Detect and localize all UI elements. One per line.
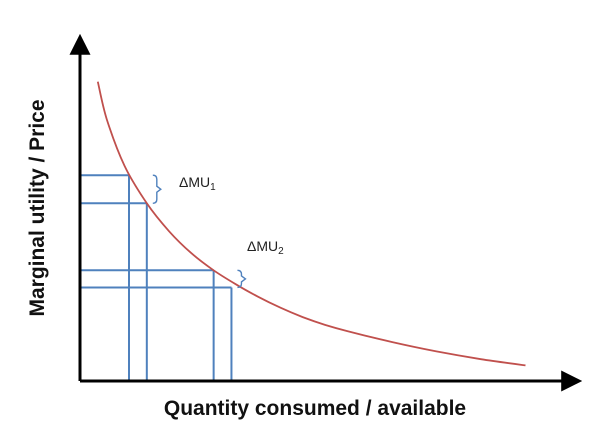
guide-lines-group xyxy=(80,174,233,381)
x-axis-label: Quantity consumed / available xyxy=(164,397,466,420)
delta-mu-1-label: ΔMU1 xyxy=(179,174,216,193)
delta-mu-2-brace xyxy=(237,269,247,289)
y-axis-label: Marginal utility / Price xyxy=(26,99,49,316)
delta-mu-2-label: ΔMU2 xyxy=(247,238,284,257)
curve-group xyxy=(96,81,526,367)
delta-mu-1-brace xyxy=(152,174,162,204)
brace-group xyxy=(152,174,247,289)
marginal-utility-curve xyxy=(96,81,526,367)
